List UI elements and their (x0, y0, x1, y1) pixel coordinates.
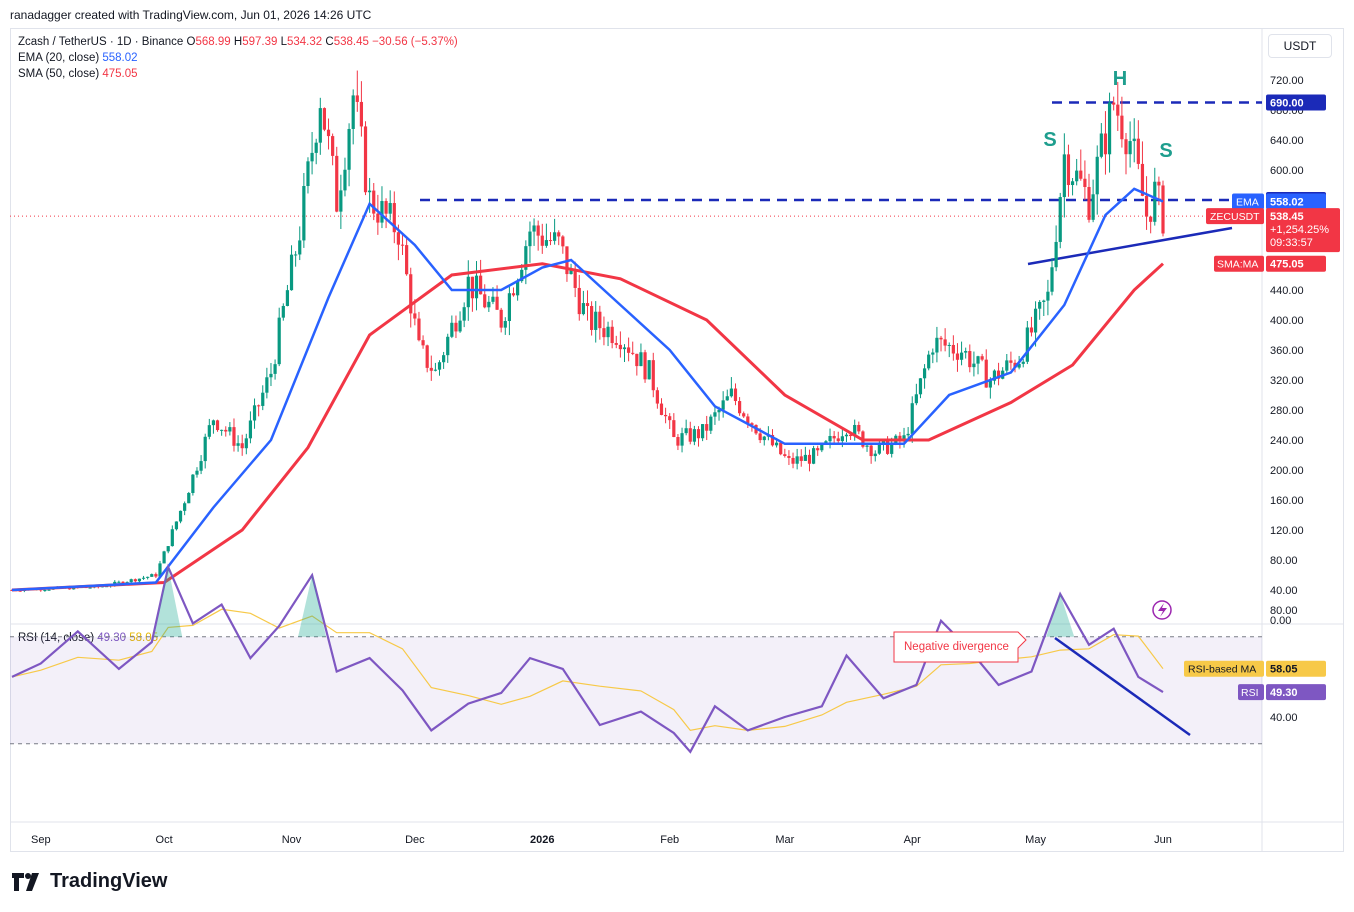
sma-legend-value: 475.05 (102, 68, 138, 80)
brand-name: TradingView (50, 870, 168, 892)
currency-button[interactable]: USDT (1268, 34, 1332, 58)
ema-legend-label: EMA (20, close) (18, 52, 100, 64)
sma-legend: SMA (50, close) 475.05 (18, 68, 138, 80)
sma-legend-label: SMA (50, close) (18, 68, 100, 80)
tradingview-logo-icon (12, 872, 39, 891)
high-label: H (233, 36, 243, 48)
rsi-legend-value: 49.30 (97, 632, 127, 644)
close-label: C (325, 36, 334, 48)
change-value: −30.56 (−5.37%) (372, 36, 458, 48)
chart-credit: ranadagger created with TradingView.com,… (10, 8, 372, 22)
symbol-name: Zcash / TetherUS · 1D · Binance (18, 36, 184, 48)
ema-legend: EMA (20, close) 558.02 (18, 52, 138, 64)
low-value: 534.32 (287, 36, 323, 48)
low-label: L (280, 36, 287, 48)
open-value: 568.99 (195, 36, 231, 48)
rsi-legend-label: RSI (14, close) (18, 632, 95, 644)
tradingview-logo[interactable]: TradingView (12, 870, 167, 893)
ema-legend-value: 558.02 (102, 52, 138, 64)
open-label: O (186, 36, 196, 48)
close-value: 538.45 (333, 36, 369, 48)
high-value: 597.39 (242, 36, 278, 48)
symbol-legend: Zcash / TetherUS · 1D · Binance O568.99 … (18, 36, 458, 48)
rsi-ma-legend-value: 58.05 (129, 632, 159, 644)
chart-frame (10, 28, 1344, 852)
rsi-legend: RSI (14, close) 49.30 58.05 (18, 632, 158, 644)
